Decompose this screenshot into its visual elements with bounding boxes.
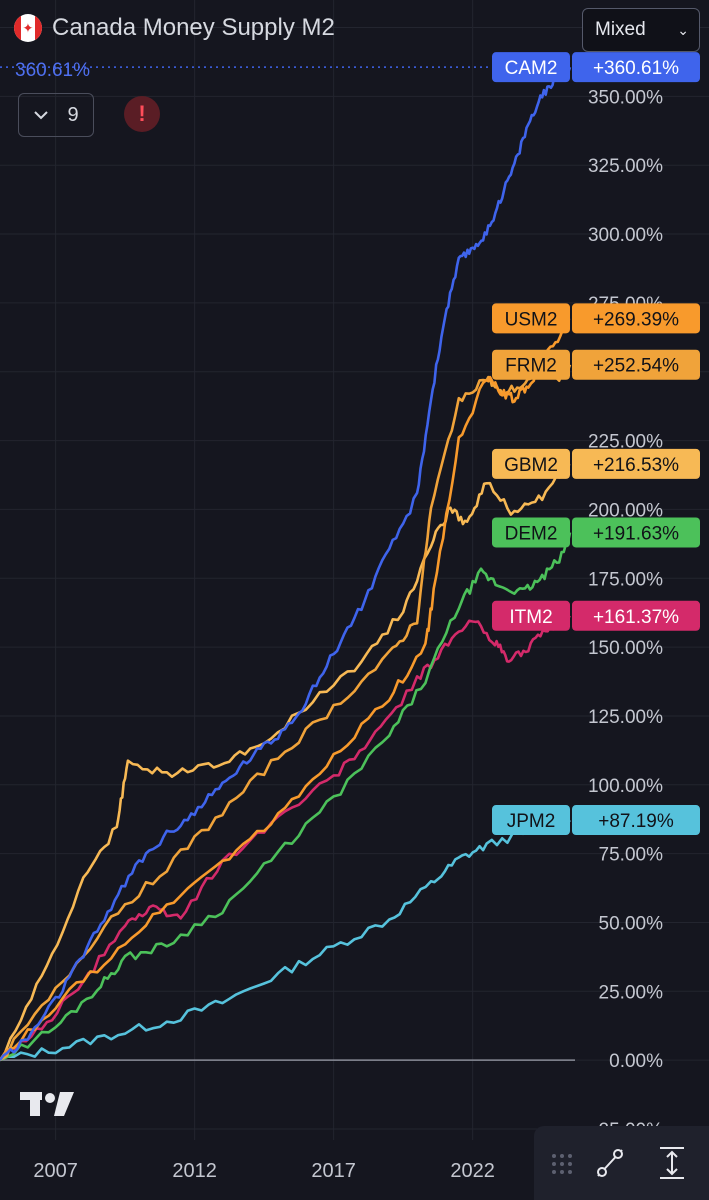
y-tick-label: 175.00% [588,569,663,590]
series-line-jpm2 [0,819,571,1062]
y-tick-label: 200.00% [588,500,663,521]
series-name: ITM2 [509,607,552,628]
trend-line-icon[interactable] [590,1140,630,1184]
series-label-itm2: ITM2 +161.37% [492,600,700,631]
chevron-down-icon: ⌄ [677,21,689,38]
scale-mode-label: Mixed [595,19,646,40]
series-label-frm2: FRM2 +252.54% [492,349,700,380]
y-tick-label: 300.00% [588,225,663,246]
series-label-jpm2: JPM2 +87.19% [492,805,700,836]
x-tick-label: 2022 [450,1160,495,1182]
legend-toggle-button[interactable]: 9 [18,93,94,137]
drawing-toolbar [534,1126,709,1200]
x-axis: 2007 2012 2017 2022 [33,1160,495,1182]
series-value: +360.61% [593,58,679,79]
scale-mode-select[interactable]: Mixed ⌄ [582,8,700,52]
y-tick-label: 100.00% [588,776,663,797]
y-tick-label: 50.00% [599,913,664,934]
series-value: +161.37% [593,607,679,628]
series-value: +87.19% [598,811,674,832]
y-axis: 375.00%350.00%325.00%300.00%275.00%250.0… [587,19,663,1141]
y-tick-label: 325.00% [588,156,663,177]
x-tick-label: 2007 [33,1160,78,1182]
series-line-dem2 [0,532,572,1062]
series-name: DEM2 [505,523,558,544]
series-name: FRM2 [505,356,557,377]
chart-header: ✦ Canada Money Supply M2 [14,14,335,42]
current-value: 360.61% [15,60,91,81]
series-value: +252.54% [593,356,679,377]
series-label-usm2: USM2 +269.39% [492,303,700,334]
chart-lines [0,64,572,1062]
dots-grid-icon[interactable] [542,1140,582,1184]
measure-icon[interactable] [652,1140,692,1184]
series-value: +269.39% [593,309,679,330]
chart-title: Canada Money Supply M2 [52,14,335,41]
series-name: GBM2 [504,455,558,476]
series-label-gbm2: GBM2 +216.53% [492,448,700,479]
series-labels: JPM2 +87.19% ITM2 +161.37% DEM2 +191.63% GBM2 +… [492,52,700,836]
series-line-cam2 [0,64,572,1061]
series-line-frm2 [0,364,572,1062]
series-name: JPM2 [507,811,556,832]
y-tick-label: 150.00% [588,638,663,659]
y-tick-label: 350.00% [588,87,663,108]
chart-grid [0,0,709,1140]
series-line-itm2 [0,614,571,1062]
series-value: +216.53% [593,455,679,476]
series-name: USM2 [505,309,558,330]
series-line-usm2 [0,317,571,1061]
series-line-gbm2 [0,462,571,1061]
y-tick-label: 125.00% [588,707,663,728]
x-tick-label: 2012 [172,1160,217,1182]
tradingview-logo-icon [20,1092,74,1116]
chevron-down-icon [34,111,49,120]
canada-flag-icon: ✦ [14,14,42,42]
y-tick-label: 25.00% [599,982,664,1003]
series-value: +191.63% [593,523,679,544]
series-label-cam2: CAM2 +360.61% [492,52,700,83]
x-tick-label: 2017 [311,1160,356,1182]
y-tick-label: 75.00% [599,845,664,866]
exclamation-icon[interactable]: ! [124,96,160,132]
y-tick-label: 0.00% [609,1051,663,1072]
series-name: CAM2 [505,58,558,79]
y-tick-label: 225.00% [588,432,663,453]
series-label-dem2: DEM2 +191.63% [492,517,700,548]
series-count: 9 [67,103,79,126]
